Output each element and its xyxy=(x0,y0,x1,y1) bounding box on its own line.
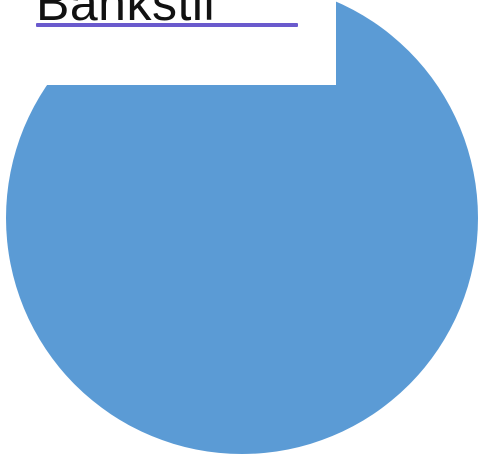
logo-text-wrapper: Bankstil xyxy=(36,0,336,38)
blue-circle xyxy=(6,0,478,454)
logo-underline xyxy=(36,23,298,27)
logo-panel: Bankstil xyxy=(36,0,336,85)
